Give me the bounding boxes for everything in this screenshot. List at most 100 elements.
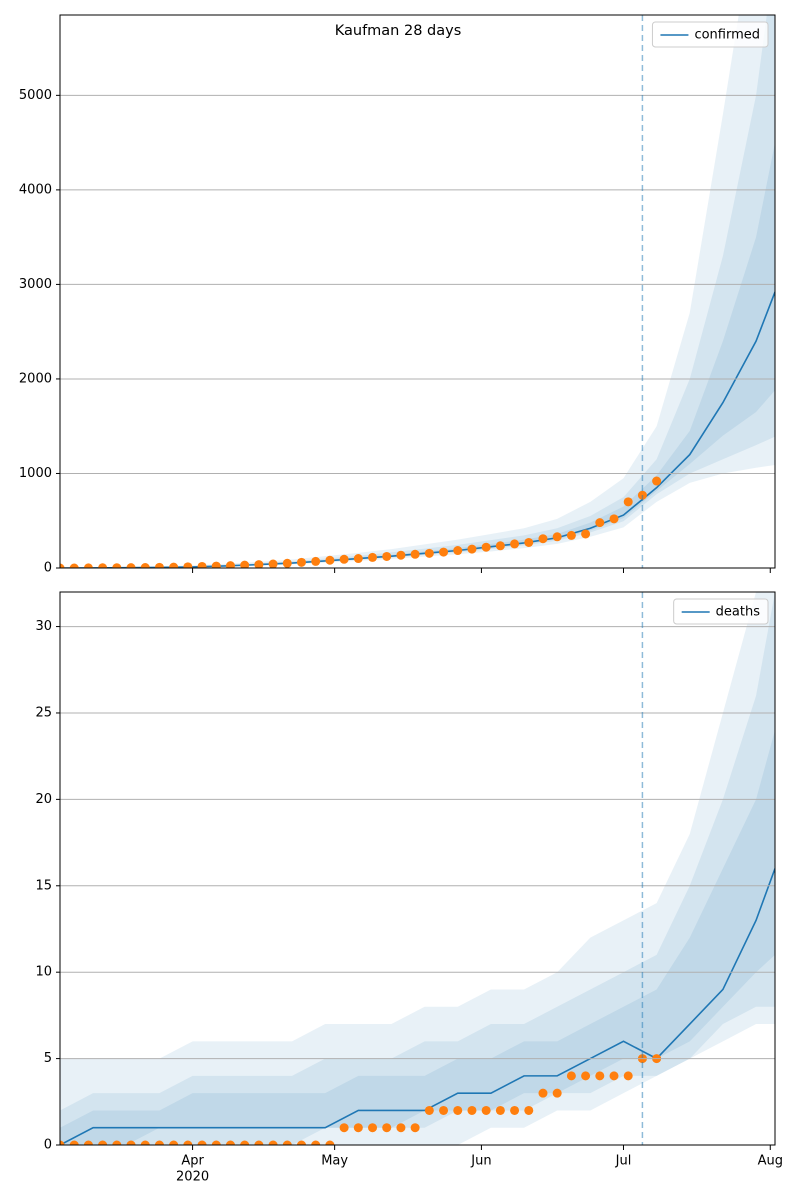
y-tick-label: 20 [35,792,52,807]
observed-point [595,1071,605,1081]
observed-point [510,539,520,549]
x-tick-label: Jun [470,1154,491,1169]
observed-point [197,1140,207,1145]
observed-point [495,541,505,551]
observed-point [524,1105,534,1115]
y-tick-label: 0 [44,1138,52,1153]
observed-point [566,530,576,540]
observed-point [623,497,633,507]
observed-point [581,1071,591,1081]
observed-point [69,1140,79,1145]
y-tick-label: 10 [35,965,52,980]
observed-point [268,559,278,568]
y-tick-label: 2000 [19,371,52,386]
observed-point [83,563,93,568]
observed-point [552,1088,562,1098]
y-tick-label: 5 [44,1051,52,1066]
observed-point [339,1123,349,1133]
observed-point [396,550,406,560]
observed-point [424,548,434,558]
observed-point [225,561,235,568]
y-tick-label: 25 [35,705,52,720]
x-tick-label: May [321,1154,348,1169]
observed-point [311,556,321,566]
y-tick-label: 30 [35,619,52,634]
plot-area [60,592,775,1145]
observed-point [140,563,150,568]
median-line [60,291,775,568]
observed-point [595,518,605,528]
observed-point [439,1105,449,1115]
observed-point [183,1140,193,1145]
observed-point [154,1140,164,1145]
observed-point [368,1123,378,1133]
y-tick-label: 4000 [19,182,52,197]
observed-point [183,562,193,568]
observed-point [424,1105,434,1115]
observed-point [296,557,306,567]
observed-point [140,1140,150,1145]
observed-point [126,1140,136,1145]
observed-point [623,1071,633,1081]
observed-point [83,1140,93,1145]
observed-point [410,1123,420,1133]
observed-point [481,542,491,552]
observed-point [538,1088,548,1098]
observed-point [197,561,207,568]
observed-point [325,1140,335,1145]
observed-point [495,1105,505,1115]
observed-point [296,1140,306,1145]
observed-point [98,563,108,568]
x-tick-label: Jul [615,1154,632,1169]
observed-point [60,563,65,568]
observed-point [382,1123,392,1133]
observed-point [211,561,221,568]
observed-point [652,476,662,486]
observed-point [211,1140,221,1145]
legend-label: deaths [716,605,761,620]
y-tick-label: 5000 [19,88,52,103]
observed-point [282,1140,292,1145]
observed-point [396,1123,406,1133]
uncertainty-band [60,592,775,1145]
uncertainty-band [60,592,775,1145]
y-tick-label: 15 [35,878,52,893]
observed-point [609,1071,619,1081]
observed-point [453,546,463,556]
legend: confirmed [651,21,769,48]
observed-point [353,1123,363,1133]
observed-point [382,551,392,561]
observed-point [126,563,136,568]
axes-frame [59,14,776,569]
axes-frame [59,591,776,1146]
observed-point [240,560,250,568]
y-tick-label: 0 [44,561,52,576]
x-year-label: 2020 [176,1170,209,1185]
uncertainty-band [60,142,775,568]
median-line [60,868,775,1145]
observed-point [353,554,363,564]
observed-point [282,558,292,568]
observed-point [524,537,534,547]
observed-point [311,1140,321,1145]
observed-point [98,1140,108,1145]
observed-point [368,552,378,562]
observed-point [254,1140,264,1145]
x-tick-label: Apr [181,1154,204,1169]
legend: deaths [673,598,769,625]
chart-title: Kaufman 28 days [335,23,462,39]
legend-box [651,21,769,48]
observed-point [169,1140,179,1145]
plot-area [60,15,775,568]
observed-point [154,562,164,568]
observed-point [510,1105,520,1115]
observed-point [439,547,449,557]
legend-label: confirmed [694,28,760,43]
observed-point [240,1140,250,1145]
observed-point [581,529,591,539]
x-tick-label: Aug [758,1154,783,1169]
legend-box [673,598,769,625]
observed-point [467,544,477,554]
observed-point [609,514,619,524]
